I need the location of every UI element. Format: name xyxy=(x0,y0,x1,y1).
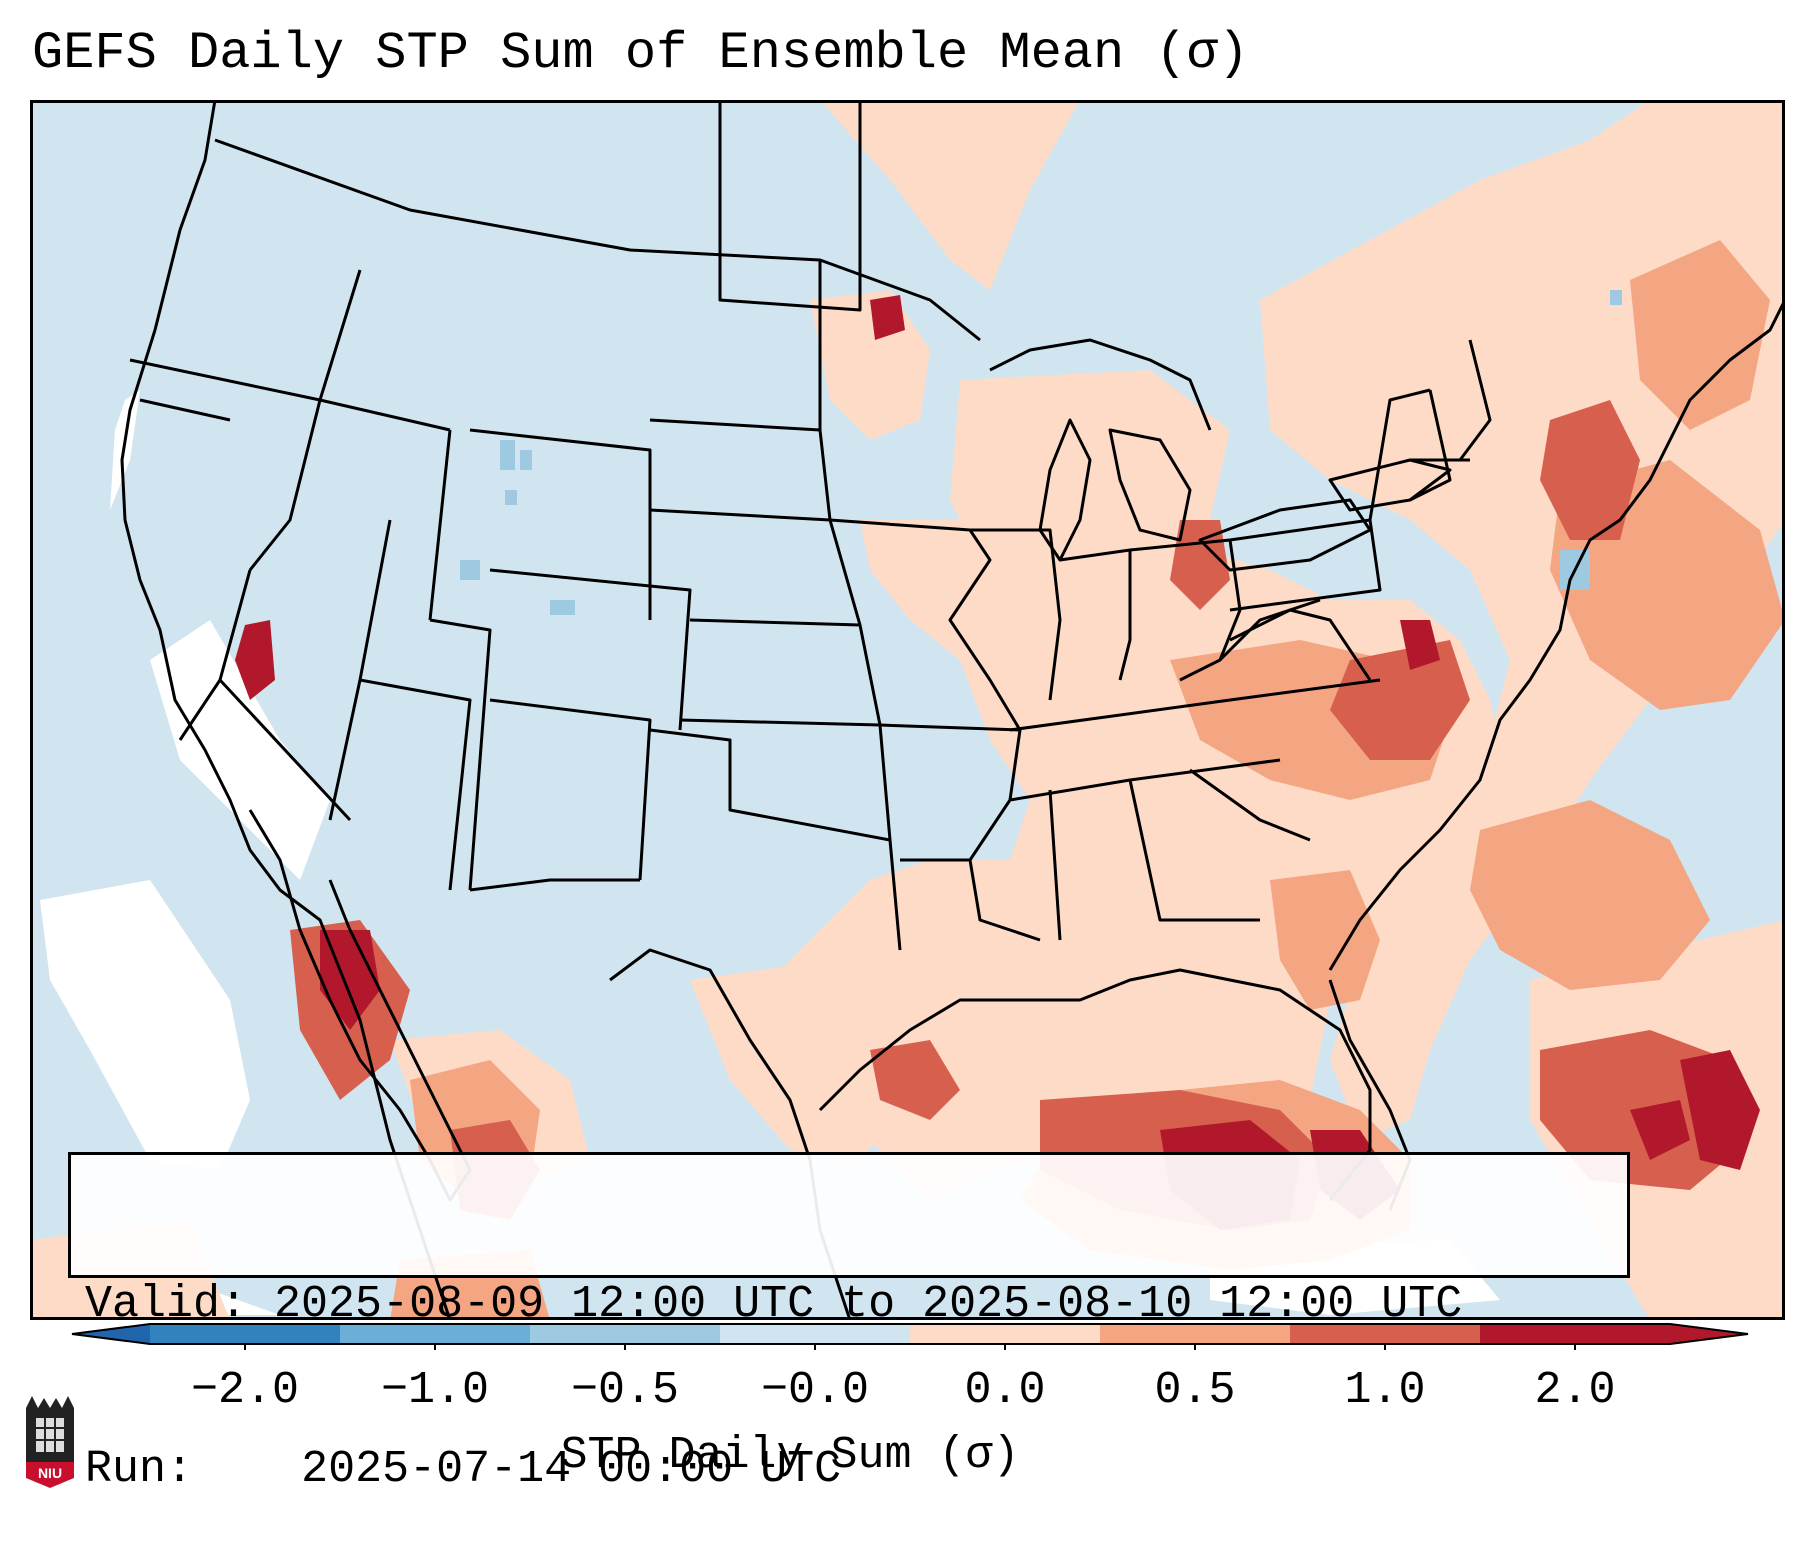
colorbar-extend-high xyxy=(1670,1324,1748,1344)
colorbar-segment xyxy=(1100,1324,1291,1344)
run-line: Run: 2025-07-14 00:00 UTC xyxy=(85,1442,1627,1497)
colorbar-segment xyxy=(1480,1324,1671,1344)
colorbar-tick-label: 0.0 xyxy=(964,1365,1046,1416)
colorbar-segment xyxy=(340,1324,531,1344)
colorbar-label: STP Daily Sum (σ) xyxy=(560,1430,1020,1481)
map-panel xyxy=(30,100,1785,1320)
colorbar xyxy=(71,1323,1749,1350)
anomaly-negative xyxy=(460,290,1622,615)
colorbar-segment xyxy=(910,1324,1101,1344)
valid-value: 2025-08-09 12:00 UTC to 2025-08-10 12:00… xyxy=(274,1279,1463,1330)
run-label: Run: xyxy=(85,1444,194,1495)
run-value: 2025-07-14 00:00 UTC xyxy=(301,1444,842,1495)
colorbar-segment xyxy=(530,1324,721,1344)
colorbar-segment xyxy=(720,1324,911,1344)
colorbar-tick-label: 0.5 xyxy=(1154,1365,1236,1416)
colorbar-segment xyxy=(150,1324,341,1344)
niu-logo-text: NIU xyxy=(38,1465,62,1481)
colorbar-tick-label: −2.0 xyxy=(190,1365,300,1416)
colorbar-tick-label: −0.0 xyxy=(760,1365,870,1416)
colorbar-tick-label: −0.5 xyxy=(570,1365,680,1416)
colorbar-segment xyxy=(1290,1324,1481,1344)
colorbar-tick-label: 2.0 xyxy=(1534,1365,1616,1416)
map-frame xyxy=(30,100,1785,1320)
chart-title: GEFS Daily STP Sum of Ensemble Mean (σ) xyxy=(32,24,1249,83)
valid-run-info-box: Valid: 2025-08-09 12:00 UTC to 2025-08-1… xyxy=(68,1152,1630,1495)
colorbar-tick-label: −1.0 xyxy=(380,1365,490,1416)
colorbar-extend-low xyxy=(72,1324,150,1344)
geographic-boundaries xyxy=(120,100,1785,1320)
colorbar-outline xyxy=(71,1323,1749,1345)
valid-line: Valid: 2025-08-09 12:00 UTC to 2025-08-1… xyxy=(85,1277,1627,1332)
colorbar-tick-label: 1.0 xyxy=(1344,1365,1426,1416)
niu-logo: NIU xyxy=(26,1396,74,1488)
valid-label: Valid: xyxy=(85,1279,248,1330)
